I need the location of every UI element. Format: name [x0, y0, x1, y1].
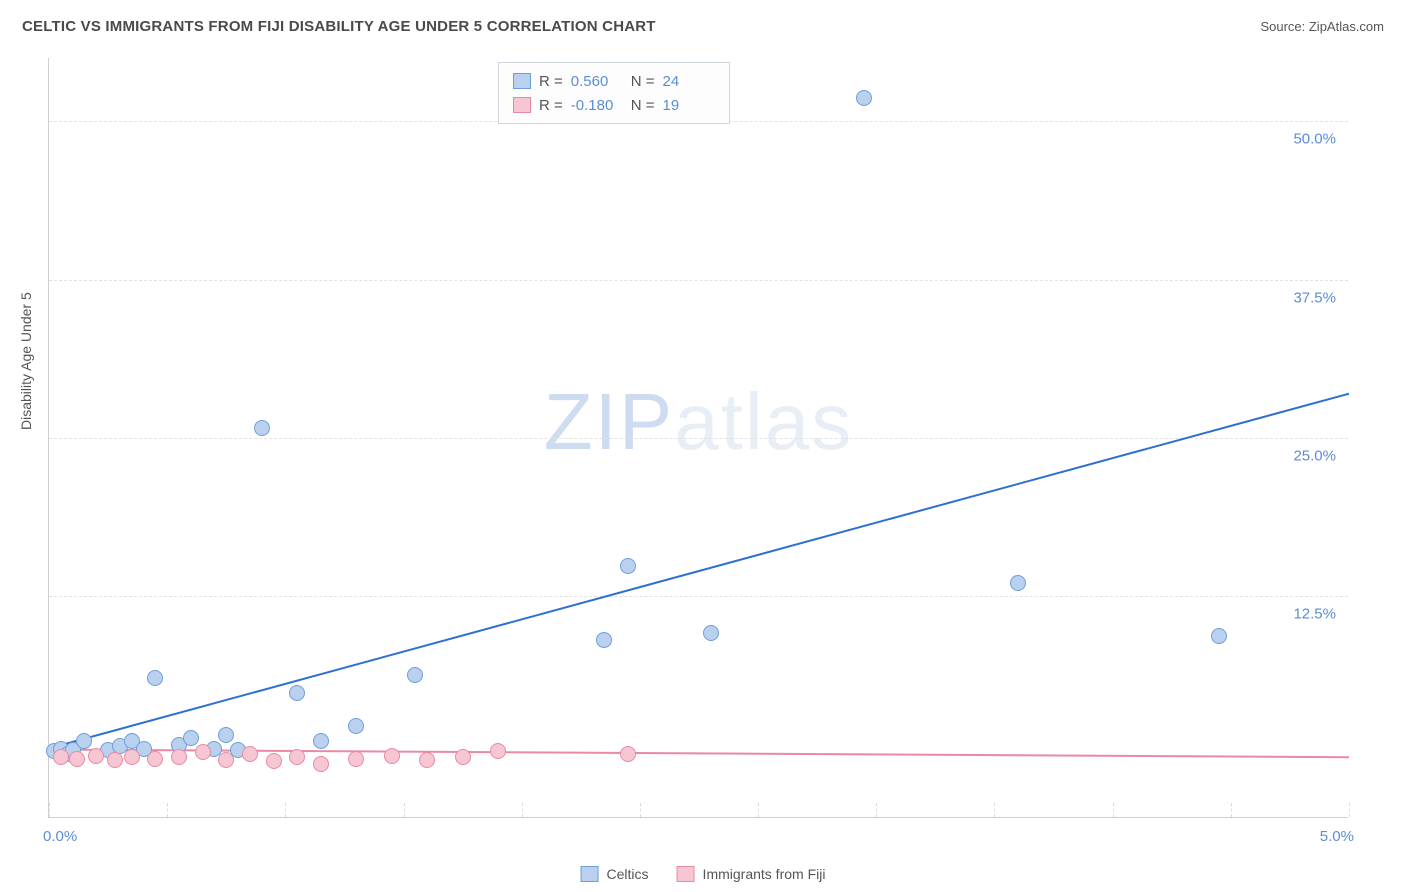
y-axis-label: Disability Age Under 5 — [18, 292, 34, 430]
data-point — [407, 667, 423, 683]
data-point — [183, 730, 199, 746]
data-point — [1010, 575, 1026, 591]
data-point — [289, 685, 305, 701]
data-point — [620, 558, 636, 574]
series-legend-label: Immigrants from Fiji — [703, 866, 826, 882]
x-tick-dash — [1349, 803, 1350, 817]
chart-header: CELTIC VS IMMIGRANTS FROM FIJI DISABILIT… — [0, 0, 1406, 45]
data-point — [88, 748, 104, 764]
data-point — [242, 746, 258, 762]
data-point — [171, 749, 187, 765]
chart-title: CELTIC VS IMMIGRANTS FROM FIJI DISABILIT… — [22, 18, 656, 35]
data-point — [289, 749, 305, 765]
data-point — [419, 752, 435, 768]
r-label: R = — [539, 73, 563, 90]
n-label: N = — [631, 73, 655, 90]
data-point — [218, 752, 234, 768]
data-point — [69, 751, 85, 767]
scatter-chart: ZIPatlas 12.5%25.0%37.5%50.0%0.0%5.0% — [48, 58, 1348, 818]
series-legend: Celtics Immigrants from Fiji — [581, 866, 826, 882]
data-point — [348, 718, 364, 734]
stats-legend-row: R = 0.560 N = 24 — [513, 69, 715, 93]
data-point — [254, 420, 270, 436]
source-prefix: Source: — [1260, 19, 1308, 34]
data-point — [313, 756, 329, 772]
data-point — [1211, 628, 1227, 644]
data-point — [195, 744, 211, 760]
r-value: 0.560 — [571, 73, 623, 90]
r-label: R = — [539, 97, 563, 114]
n-value: 19 — [663, 97, 715, 114]
n-label: N = — [631, 97, 655, 114]
r-value: -0.180 — [571, 97, 623, 114]
data-point — [147, 751, 163, 767]
legend-swatch-icon — [513, 73, 531, 89]
data-point — [384, 748, 400, 764]
stats-legend: R = 0.560 N = 24 R = -0.180 N = 19 — [498, 62, 730, 124]
data-point — [107, 752, 123, 768]
data-point — [620, 746, 636, 762]
data-point — [596, 632, 612, 648]
x-tick-label: 5.0% — [1320, 828, 1354, 845]
n-value: 24 — [663, 73, 715, 90]
data-point — [76, 733, 92, 749]
legend-swatch-icon — [513, 97, 531, 113]
data-point — [348, 751, 364, 767]
stats-legend-row: R = -0.180 N = 19 — [513, 93, 715, 117]
data-point — [124, 749, 140, 765]
data-point — [53, 749, 69, 765]
data-point — [455, 749, 471, 765]
series-legend-item: Celtics — [581, 866, 649, 882]
chart-source: Source: ZipAtlas.com — [1260, 19, 1384, 34]
data-point — [218, 727, 234, 743]
data-point — [147, 670, 163, 686]
data-point — [490, 743, 506, 759]
source-name: ZipAtlas.com — [1309, 19, 1384, 34]
data-point — [266, 753, 282, 769]
data-point — [703, 625, 719, 641]
legend-swatch-icon — [677, 866, 695, 882]
data-point — [313, 733, 329, 749]
data-point — [856, 90, 872, 106]
trend-line-immigrants-from-fiji — [49, 58, 1349, 818]
legend-swatch-icon — [581, 866, 599, 882]
series-legend-label: Celtics — [607, 866, 649, 882]
x-tick-label: 0.0% — [43, 828, 77, 845]
series-legend-item: Immigrants from Fiji — [677, 866, 826, 882]
